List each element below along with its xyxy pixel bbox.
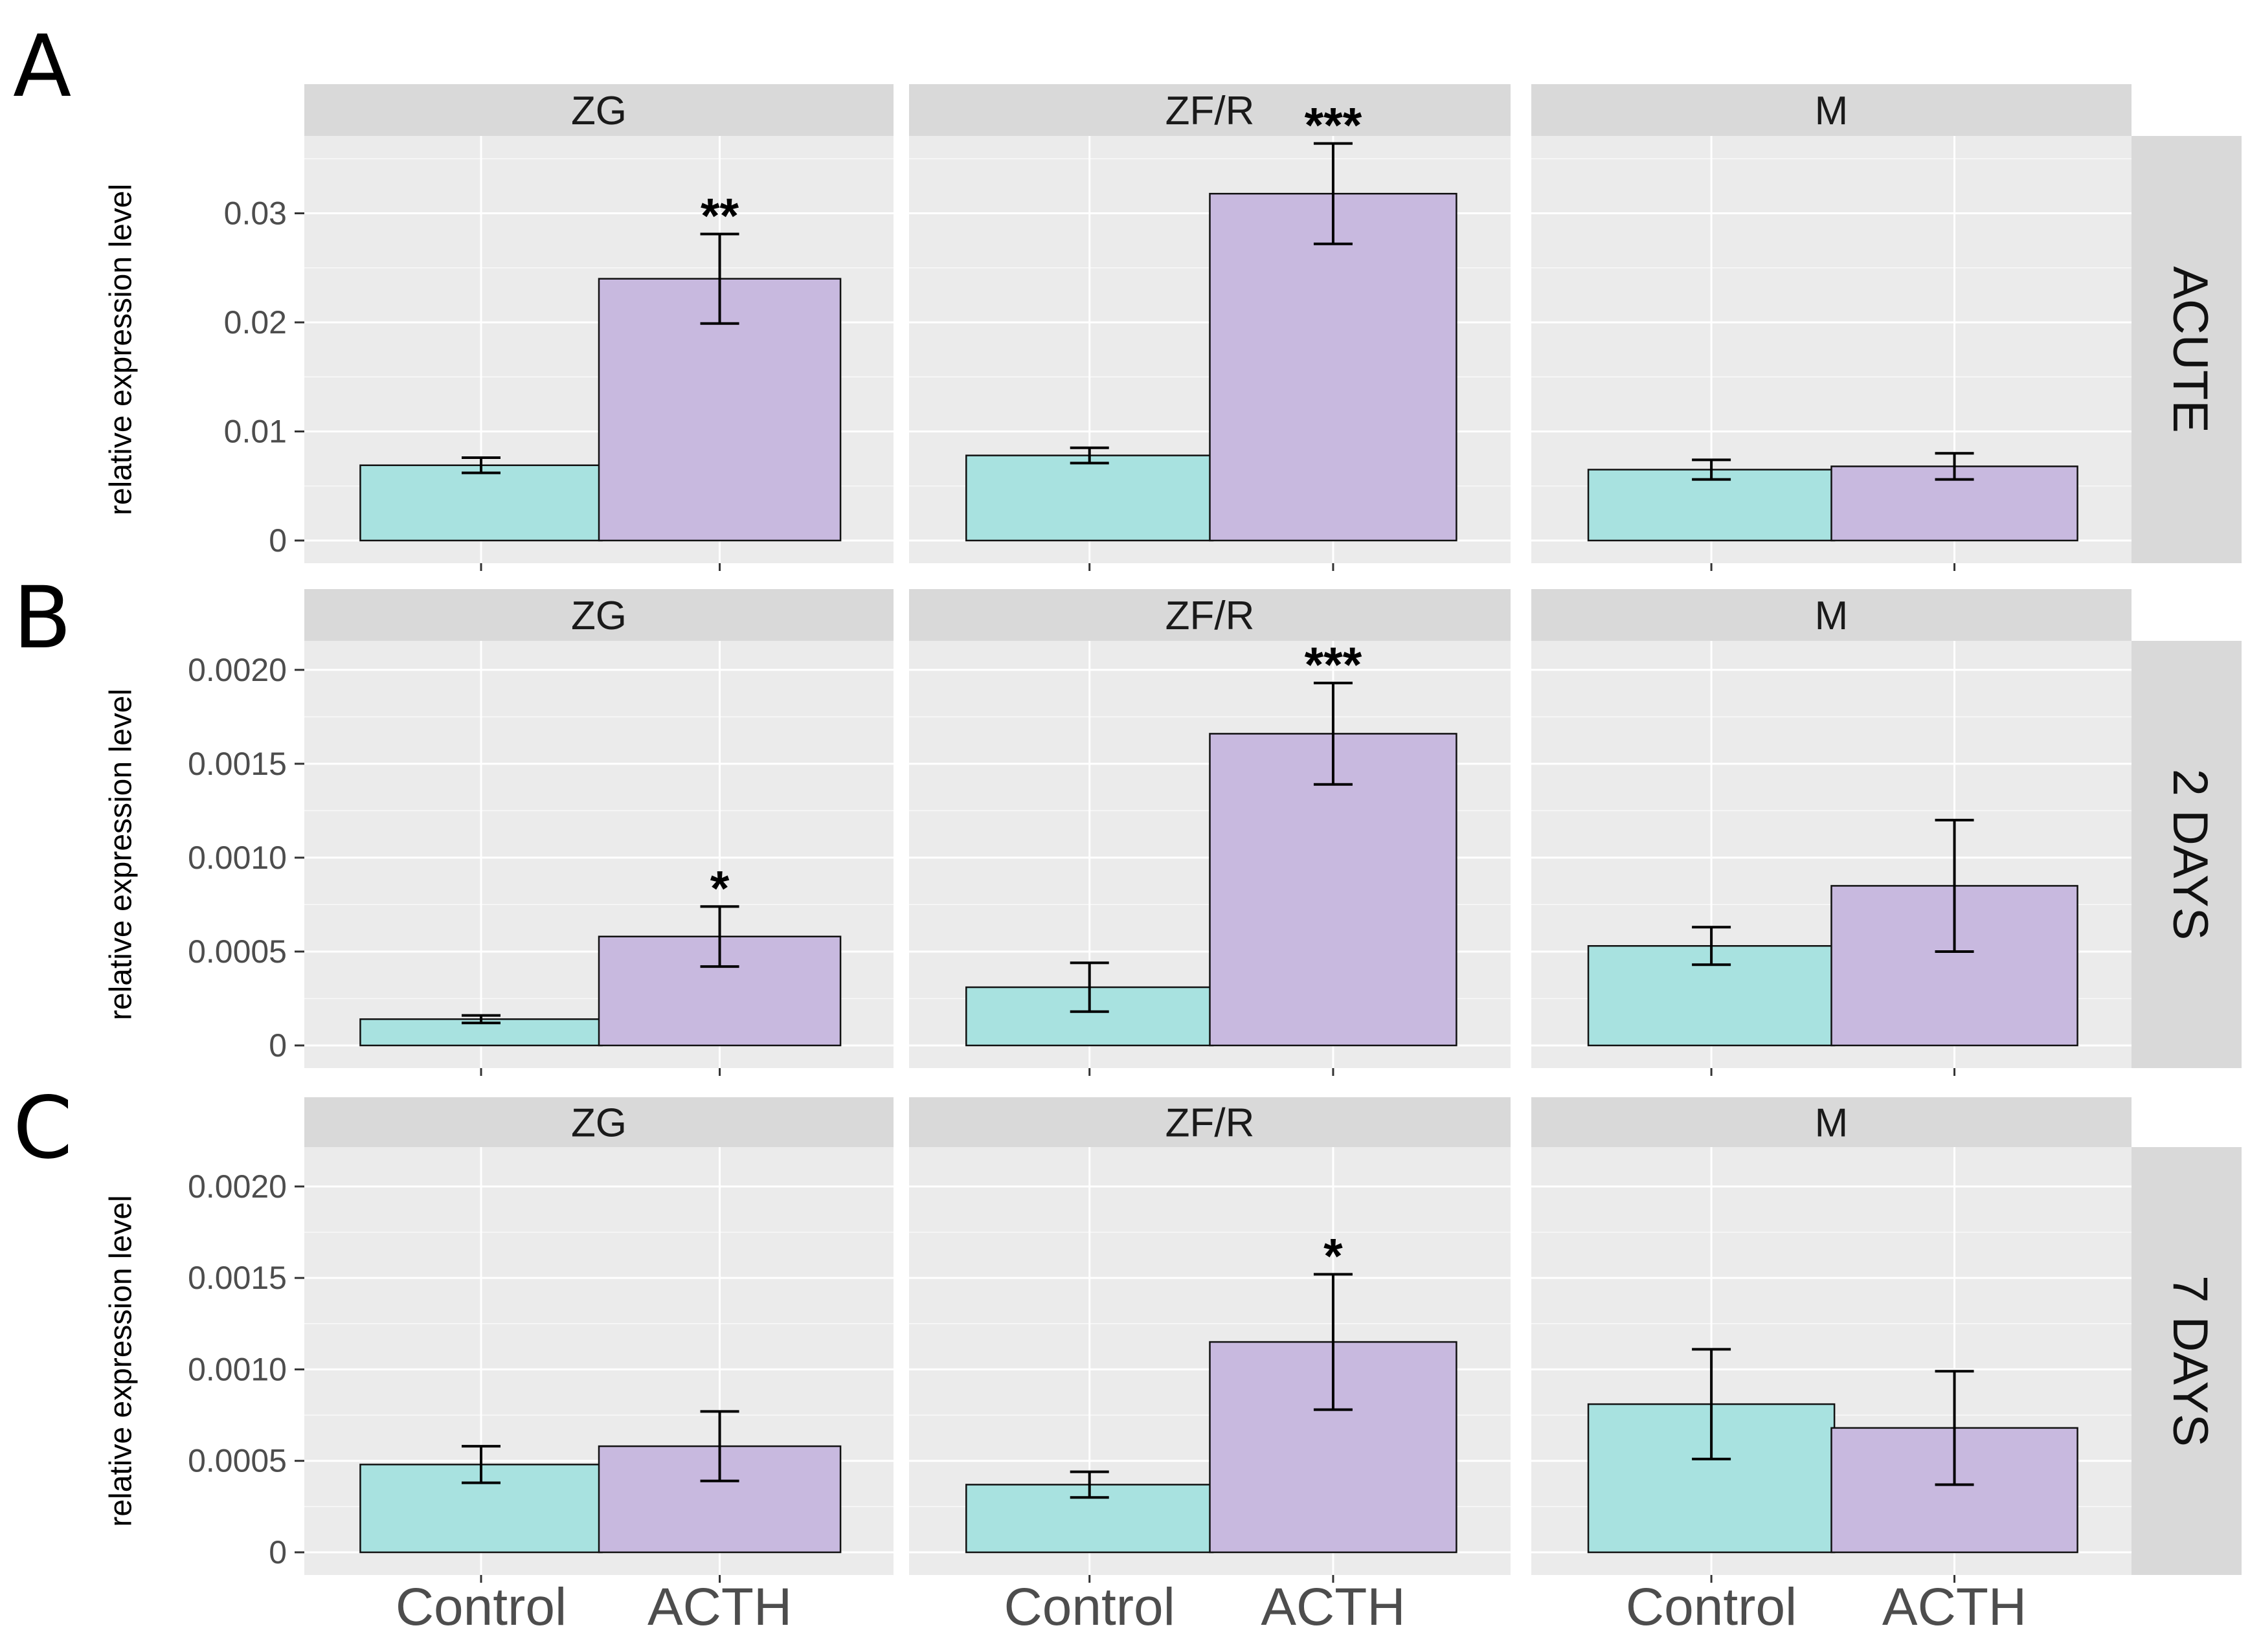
facet-strip xyxy=(304,84,894,136)
y-tick-label: 0 xyxy=(269,1027,287,1064)
facet-strip xyxy=(909,589,1511,641)
y-tick-label: 0 xyxy=(269,522,287,559)
panel-m: M xyxy=(1531,84,2132,571)
facet-strip-label: ZF/R xyxy=(1165,89,1255,133)
panel-letter-B: B xyxy=(13,568,72,668)
row-strip-label: 7 DAYS xyxy=(2163,1275,2218,1447)
bar-control xyxy=(1587,469,1836,542)
facet-strip xyxy=(304,589,894,641)
y-tick-label: 0.03 xyxy=(224,195,287,232)
facet-strip-label: ZG xyxy=(571,1101,627,1146)
panel-zg: ZG * xyxy=(304,589,894,1076)
x-tick-label: ACTH xyxy=(647,1578,792,1636)
significance-marker: ** xyxy=(701,189,739,244)
facet-strip xyxy=(1531,589,2132,641)
panel-m: M Control ACTH xyxy=(1531,1097,2132,1636)
x-tick-label: ACTH xyxy=(1882,1578,2027,1636)
y-tick-label: 0.0020 xyxy=(188,652,287,688)
facet-strip-label: ZF/R xyxy=(1165,1101,1255,1146)
panel-m: M xyxy=(1531,589,2132,1076)
facet-strip-label: ZG xyxy=(571,594,627,638)
bar-acth xyxy=(1209,192,1457,542)
facet-strip-label: M xyxy=(1815,89,1849,133)
significance-marker: *** xyxy=(1305,98,1362,153)
y-tick-label: 0.02 xyxy=(224,304,287,340)
y-tick-label: 0.0010 xyxy=(188,1351,287,1387)
y-tick-label: 0 xyxy=(269,1534,287,1570)
y-tick-label: 0.0005 xyxy=(188,1443,287,1479)
panel-zg: ZG ** xyxy=(304,84,894,571)
facet-strip-label: M xyxy=(1815,1101,1849,1146)
significance-marker: * xyxy=(710,861,730,916)
x-tick-label: Control xyxy=(396,1578,567,1636)
facet-strip xyxy=(1531,1097,2132,1147)
y-tick-label: 0.0005 xyxy=(188,933,287,970)
facet-strip-label: ZG xyxy=(571,89,627,133)
y-axis-label: relative expression level xyxy=(104,184,139,515)
facet-strip xyxy=(304,1097,894,1147)
bar-control xyxy=(965,454,1214,542)
row-strip xyxy=(2132,641,2242,1068)
facet-strip xyxy=(1531,84,2132,136)
row-strip-label: 2 DAYS xyxy=(2163,769,2218,941)
row-strip-label: ACUTE xyxy=(2163,266,2218,433)
y-axis-label: relative expression level xyxy=(104,1195,139,1526)
y-tick-label: 0.0015 xyxy=(188,1260,287,1296)
significance-marker: * xyxy=(1323,1229,1343,1284)
panel-zg: ZG Control ACTH xyxy=(304,1097,894,1636)
y-axis-label: relative expression level xyxy=(104,689,139,1020)
panel-zfr: ZF/R *** xyxy=(909,84,1511,571)
panel-zfr: ZF/R * Control ACTH xyxy=(909,1097,1511,1636)
y-tick-label: 0.0015 xyxy=(188,746,287,782)
panel-zfr: ZF/R *** xyxy=(909,589,1511,1076)
bar-acth xyxy=(1830,1427,2078,1554)
x-tick-label: ACTH xyxy=(1261,1578,1405,1636)
y-tick-label: 0.01 xyxy=(224,414,287,450)
panel-letter-C: C xyxy=(13,1078,73,1178)
facet-strip xyxy=(909,1097,1511,1147)
facet-strip-label: ZF/R xyxy=(1165,594,1255,638)
x-tick-label: Control xyxy=(1626,1578,1797,1636)
x-tick-label: Control xyxy=(1004,1578,1175,1636)
bar-control xyxy=(359,464,603,542)
row-strip xyxy=(2132,1147,2242,1575)
y-tick-label: 0.0010 xyxy=(188,840,287,876)
y-tick-label: 0.0020 xyxy=(188,1168,287,1205)
facet-strip-label: M xyxy=(1815,594,1849,638)
row-strip xyxy=(2132,136,2242,563)
facet-strip xyxy=(909,84,1511,136)
significance-marker: *** xyxy=(1305,638,1362,693)
panel-letter-A: A xyxy=(13,17,71,117)
